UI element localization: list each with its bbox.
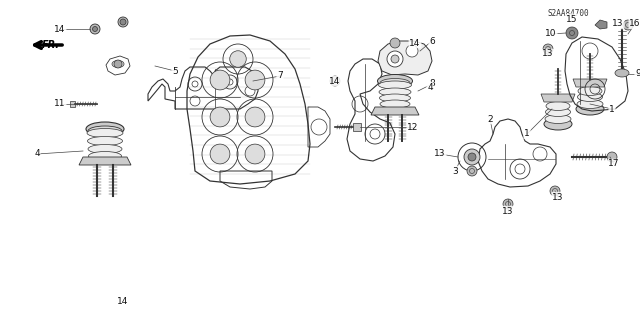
Circle shape — [391, 55, 399, 63]
Ellipse shape — [380, 78, 410, 87]
Circle shape — [245, 107, 265, 127]
Ellipse shape — [378, 75, 413, 87]
Circle shape — [90, 24, 100, 34]
Ellipse shape — [87, 129, 123, 137]
Circle shape — [210, 70, 230, 90]
Text: 6: 6 — [429, 36, 435, 46]
Circle shape — [210, 144, 230, 164]
Polygon shape — [541, 94, 575, 102]
Text: 14: 14 — [117, 296, 129, 306]
Circle shape — [390, 38, 400, 48]
Ellipse shape — [545, 108, 570, 116]
Text: 13: 13 — [612, 19, 624, 28]
Circle shape — [543, 44, 553, 54]
Ellipse shape — [615, 69, 629, 77]
Ellipse shape — [379, 88, 411, 96]
Text: 13: 13 — [502, 206, 514, 216]
Circle shape — [330, 76, 340, 86]
Text: 11: 11 — [54, 100, 66, 108]
Text: 12: 12 — [407, 122, 419, 131]
Ellipse shape — [380, 94, 410, 102]
Circle shape — [503, 199, 513, 209]
Ellipse shape — [88, 152, 122, 160]
Circle shape — [566, 27, 578, 39]
Ellipse shape — [546, 101, 570, 110]
Ellipse shape — [578, 86, 602, 95]
Text: 5: 5 — [172, 66, 178, 76]
Circle shape — [623, 20, 633, 30]
Text: FR.: FR. — [42, 40, 60, 50]
Circle shape — [387, 51, 403, 67]
Polygon shape — [573, 79, 607, 87]
Circle shape — [230, 51, 246, 67]
Polygon shape — [595, 20, 607, 29]
Circle shape — [245, 70, 265, 90]
Circle shape — [467, 166, 477, 176]
Ellipse shape — [112, 61, 124, 68]
Ellipse shape — [380, 100, 410, 108]
Text: 3: 3 — [452, 167, 458, 175]
Circle shape — [464, 149, 480, 165]
Text: 1: 1 — [524, 130, 530, 138]
Text: 4: 4 — [427, 83, 433, 92]
Text: 15: 15 — [566, 14, 578, 24]
Text: 17: 17 — [608, 160, 620, 168]
Text: 2: 2 — [487, 115, 493, 123]
Text: 1: 1 — [609, 105, 615, 114]
Text: 14: 14 — [410, 39, 420, 48]
Ellipse shape — [545, 115, 571, 123]
Text: 14: 14 — [330, 77, 340, 85]
Ellipse shape — [88, 126, 122, 136]
Ellipse shape — [577, 100, 603, 108]
Text: 9: 9 — [635, 70, 640, 78]
Text: 10: 10 — [545, 29, 557, 39]
Polygon shape — [378, 41, 432, 75]
Text: 14: 14 — [54, 25, 66, 33]
Polygon shape — [70, 101, 75, 107]
Circle shape — [468, 153, 476, 161]
Text: 4: 4 — [34, 150, 40, 159]
Text: 13: 13 — [542, 49, 554, 58]
Ellipse shape — [577, 93, 602, 101]
Text: 8: 8 — [429, 79, 435, 88]
Circle shape — [93, 26, 97, 32]
Text: S2AA84700: S2AA84700 — [547, 10, 589, 19]
Circle shape — [406, 45, 418, 57]
Polygon shape — [371, 107, 419, 115]
Ellipse shape — [378, 81, 412, 89]
Polygon shape — [79, 157, 131, 165]
Ellipse shape — [576, 103, 604, 115]
Ellipse shape — [88, 137, 122, 145]
Circle shape — [210, 107, 230, 127]
Circle shape — [550, 186, 560, 196]
Ellipse shape — [544, 118, 572, 130]
Text: 7: 7 — [277, 71, 283, 80]
Text: 13: 13 — [435, 150, 445, 159]
Ellipse shape — [86, 122, 124, 136]
Circle shape — [245, 144, 265, 164]
Ellipse shape — [88, 145, 122, 153]
Text: 16: 16 — [629, 19, 640, 28]
Circle shape — [120, 19, 126, 25]
Text: 13: 13 — [552, 192, 564, 202]
Circle shape — [607, 152, 617, 162]
Polygon shape — [353, 123, 361, 131]
Circle shape — [114, 60, 122, 68]
Circle shape — [118, 17, 128, 27]
